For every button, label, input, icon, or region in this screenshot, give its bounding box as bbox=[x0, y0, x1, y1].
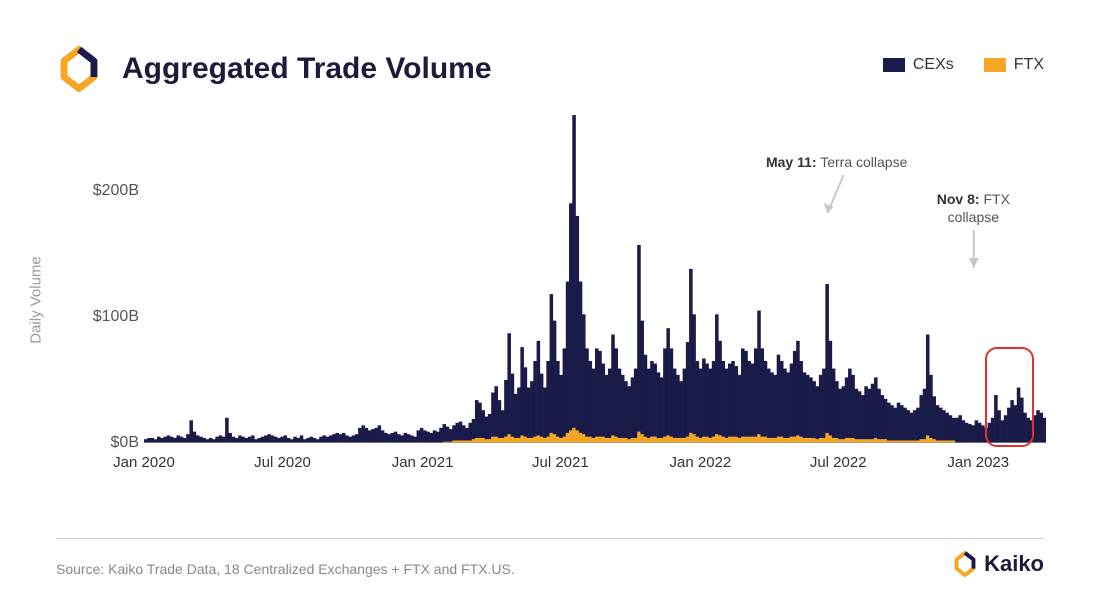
x-axis: Jan 2020Jul 2020Jan 2021Jul 2021Jan 2022… bbox=[144, 443, 1046, 485]
annotation-terra: May 11: Terra collapse bbox=[766, 153, 907, 225]
plot-area: May 11: Terra collapse Nov 8: FTX collap… bbox=[144, 115, 1046, 443]
footer-divider bbox=[56, 538, 1044, 539]
chart-title: Aggregated Trade Volume bbox=[122, 52, 492, 86]
arrow-icon bbox=[822, 173, 852, 221]
x-tick: Jan 2020 bbox=[113, 454, 175, 471]
x-tick: Jul 2021 bbox=[532, 454, 589, 471]
y-tick: $0B bbox=[74, 434, 139, 452]
kaiko-brand-name: Kaiko bbox=[984, 551, 1044, 577]
chart-svg bbox=[144, 115, 1046, 443]
x-tick: Jan 2022 bbox=[670, 454, 732, 471]
legend-item-cexs: CEXs bbox=[883, 56, 954, 74]
highlight-box bbox=[985, 347, 1034, 447]
x-tick: Jul 2020 bbox=[254, 454, 311, 471]
y-tick: $200B bbox=[74, 182, 139, 200]
kaiko-logo-mark-small bbox=[952, 551, 978, 577]
chart: Daily Volume May 11: Terra collapse Nov … bbox=[44, 115, 1056, 485]
kaiko-brand: Kaiko bbox=[952, 551, 1044, 577]
legend-swatch-cexs bbox=[883, 58, 905, 72]
arrow-icon bbox=[963, 228, 983, 276]
source-text: Source: Kaiko Trade Data, 18 Centralized… bbox=[56, 561, 515, 577]
legend: CEXs FTX bbox=[883, 56, 1044, 74]
x-tick: Jul 2022 bbox=[810, 454, 867, 471]
x-tick: Jan 2023 bbox=[947, 454, 1009, 471]
y-tick: $100B bbox=[74, 308, 139, 326]
legend-label-cexs: CEXs bbox=[913, 56, 954, 74]
y-axis-label: Daily Volume bbox=[28, 256, 45, 344]
annotation-ftx: Nov 8: FTX collapse bbox=[928, 190, 1019, 281]
kaiko-logo-mark bbox=[56, 46, 102, 92]
legend-label-ftx: FTX bbox=[1014, 56, 1044, 74]
legend-item-ftx: FTX bbox=[984, 56, 1044, 74]
legend-swatch-ftx bbox=[984, 58, 1006, 72]
x-tick: Jan 2021 bbox=[392, 454, 454, 471]
